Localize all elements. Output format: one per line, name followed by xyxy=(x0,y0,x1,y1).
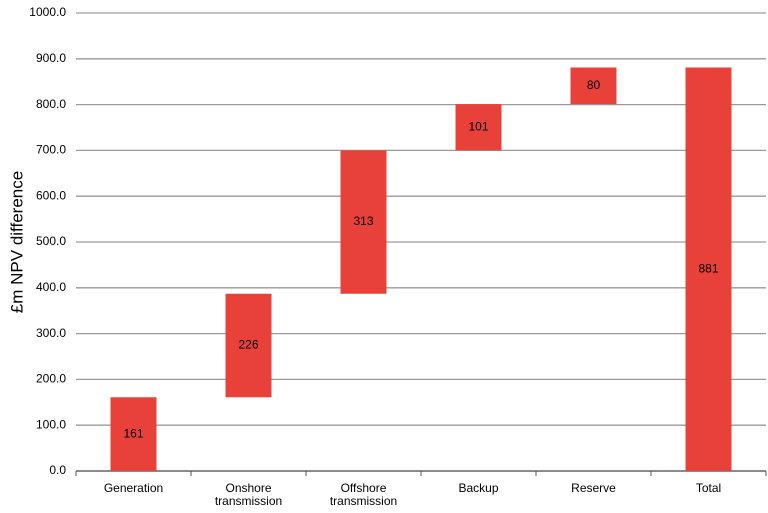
data-label: 226 xyxy=(238,338,258,352)
x-tick-label: Backup xyxy=(458,481,499,495)
bar xyxy=(685,67,732,471)
y-tick-label: 700.0 xyxy=(36,143,66,157)
bar xyxy=(340,150,387,294)
y-axis-label: £m NPV difference xyxy=(7,171,26,313)
y-tick-label: 1000.0 xyxy=(29,5,66,19)
data-label: 101 xyxy=(468,119,488,133)
y-tick-label: 300.0 xyxy=(36,326,66,340)
data-label: 161 xyxy=(123,426,143,440)
x-tick-label: Total xyxy=(695,481,722,495)
y-tick-label: 800.0 xyxy=(36,97,66,111)
data-label: 80 xyxy=(587,78,601,92)
y-tick-label: 100.0 xyxy=(36,417,66,431)
bar xyxy=(110,397,157,471)
x-tick-label: Reserve xyxy=(571,481,616,495)
x-tick-label: Generation xyxy=(103,481,164,495)
x-tick-label: Onshore transmission xyxy=(214,481,283,508)
y-tick-label: 200.0 xyxy=(36,372,66,386)
bar xyxy=(570,67,617,105)
data-label: 313 xyxy=(353,214,373,228)
data-label: 881 xyxy=(698,261,718,275)
y-tick-label: 0.0 xyxy=(49,463,66,477)
bar xyxy=(455,104,502,151)
y-tick-label: 600.0 xyxy=(36,188,66,202)
y-tick-label: 400.0 xyxy=(36,280,66,294)
y-tick-label: 500.0 xyxy=(36,234,66,248)
bar xyxy=(225,293,272,398)
x-tick-label: Offshore transmission xyxy=(329,481,398,508)
y-tick-label: 900.0 xyxy=(36,51,66,65)
